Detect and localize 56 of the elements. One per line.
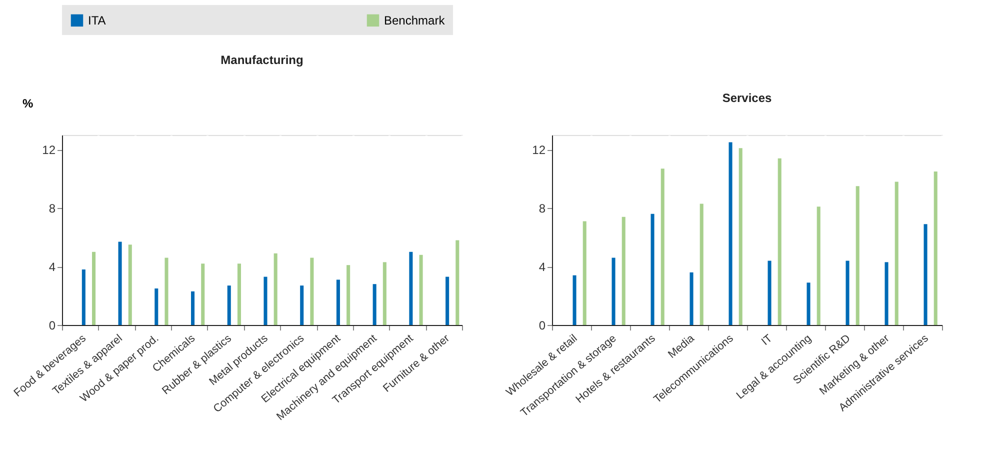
x-tick-label: IT bbox=[760, 332, 775, 348]
bar bbox=[894, 182, 898, 325]
bar bbox=[274, 253, 278, 325]
bar bbox=[300, 286, 304, 325]
bar bbox=[190, 291, 195, 325]
y-tick-label: 4 bbox=[48, 260, 56, 274]
bar bbox=[700, 204, 704, 325]
bar bbox=[227, 286, 231, 325]
bar bbox=[768, 260, 772, 325]
bar bbox=[660, 168, 664, 325]
chart-title: Manufacturing bbox=[220, 53, 304, 67]
bar bbox=[650, 214, 654, 325]
bar bbox=[582, 221, 586, 325]
bar bbox=[154, 288, 158, 325]
bar bbox=[924, 224, 928, 325]
bar bbox=[856, 186, 860, 325]
bar bbox=[346, 265, 350, 325]
bar bbox=[934, 172, 938, 325]
bar bbox=[372, 284, 376, 325]
bar bbox=[264, 276, 268, 325]
bar bbox=[778, 158, 782, 325]
bar bbox=[690, 272, 694, 325]
bar bbox=[846, 260, 850, 325]
bar bbox=[816, 206, 820, 325]
bar bbox=[92, 252, 96, 325]
y-tick-label: 4 bbox=[538, 260, 546, 274]
y-tick-label: 12 bbox=[42, 143, 56, 158]
legend-label: ITA bbox=[88, 13, 106, 28]
bar bbox=[82, 269, 86, 325]
chart-title: Services bbox=[722, 91, 772, 105]
bar bbox=[237, 264, 241, 325]
bar bbox=[612, 258, 616, 325]
bar bbox=[446, 276, 450, 325]
bar bbox=[728, 142, 732, 325]
bar bbox=[738, 148, 742, 325]
y-tick-label: 12 bbox=[532, 143, 546, 158]
bar bbox=[128, 244, 132, 325]
bar bbox=[419, 254, 423, 325]
bar bbox=[806, 282, 810, 325]
y-tick-label: 0 bbox=[538, 318, 546, 332]
y-tick-label: 8 bbox=[48, 202, 56, 216]
bar bbox=[622, 216, 626, 325]
bar bbox=[201, 264, 205, 325]
bar bbox=[382, 262, 386, 325]
bar bbox=[884, 262, 888, 325]
bar bbox=[409, 252, 413, 325]
legend-label: Benchmark bbox=[384, 13, 446, 28]
bar bbox=[572, 275, 576, 325]
bar bbox=[118, 242, 122, 325]
y-tick-label: 0 bbox=[48, 318, 56, 332]
bar bbox=[310, 258, 314, 325]
bar bbox=[456, 240, 460, 325]
y-axis-title: % bbox=[22, 96, 34, 110]
bar bbox=[336, 280, 340, 325]
bar bbox=[164, 258, 168, 325]
y-tick-label: 8 bbox=[538, 202, 546, 216]
